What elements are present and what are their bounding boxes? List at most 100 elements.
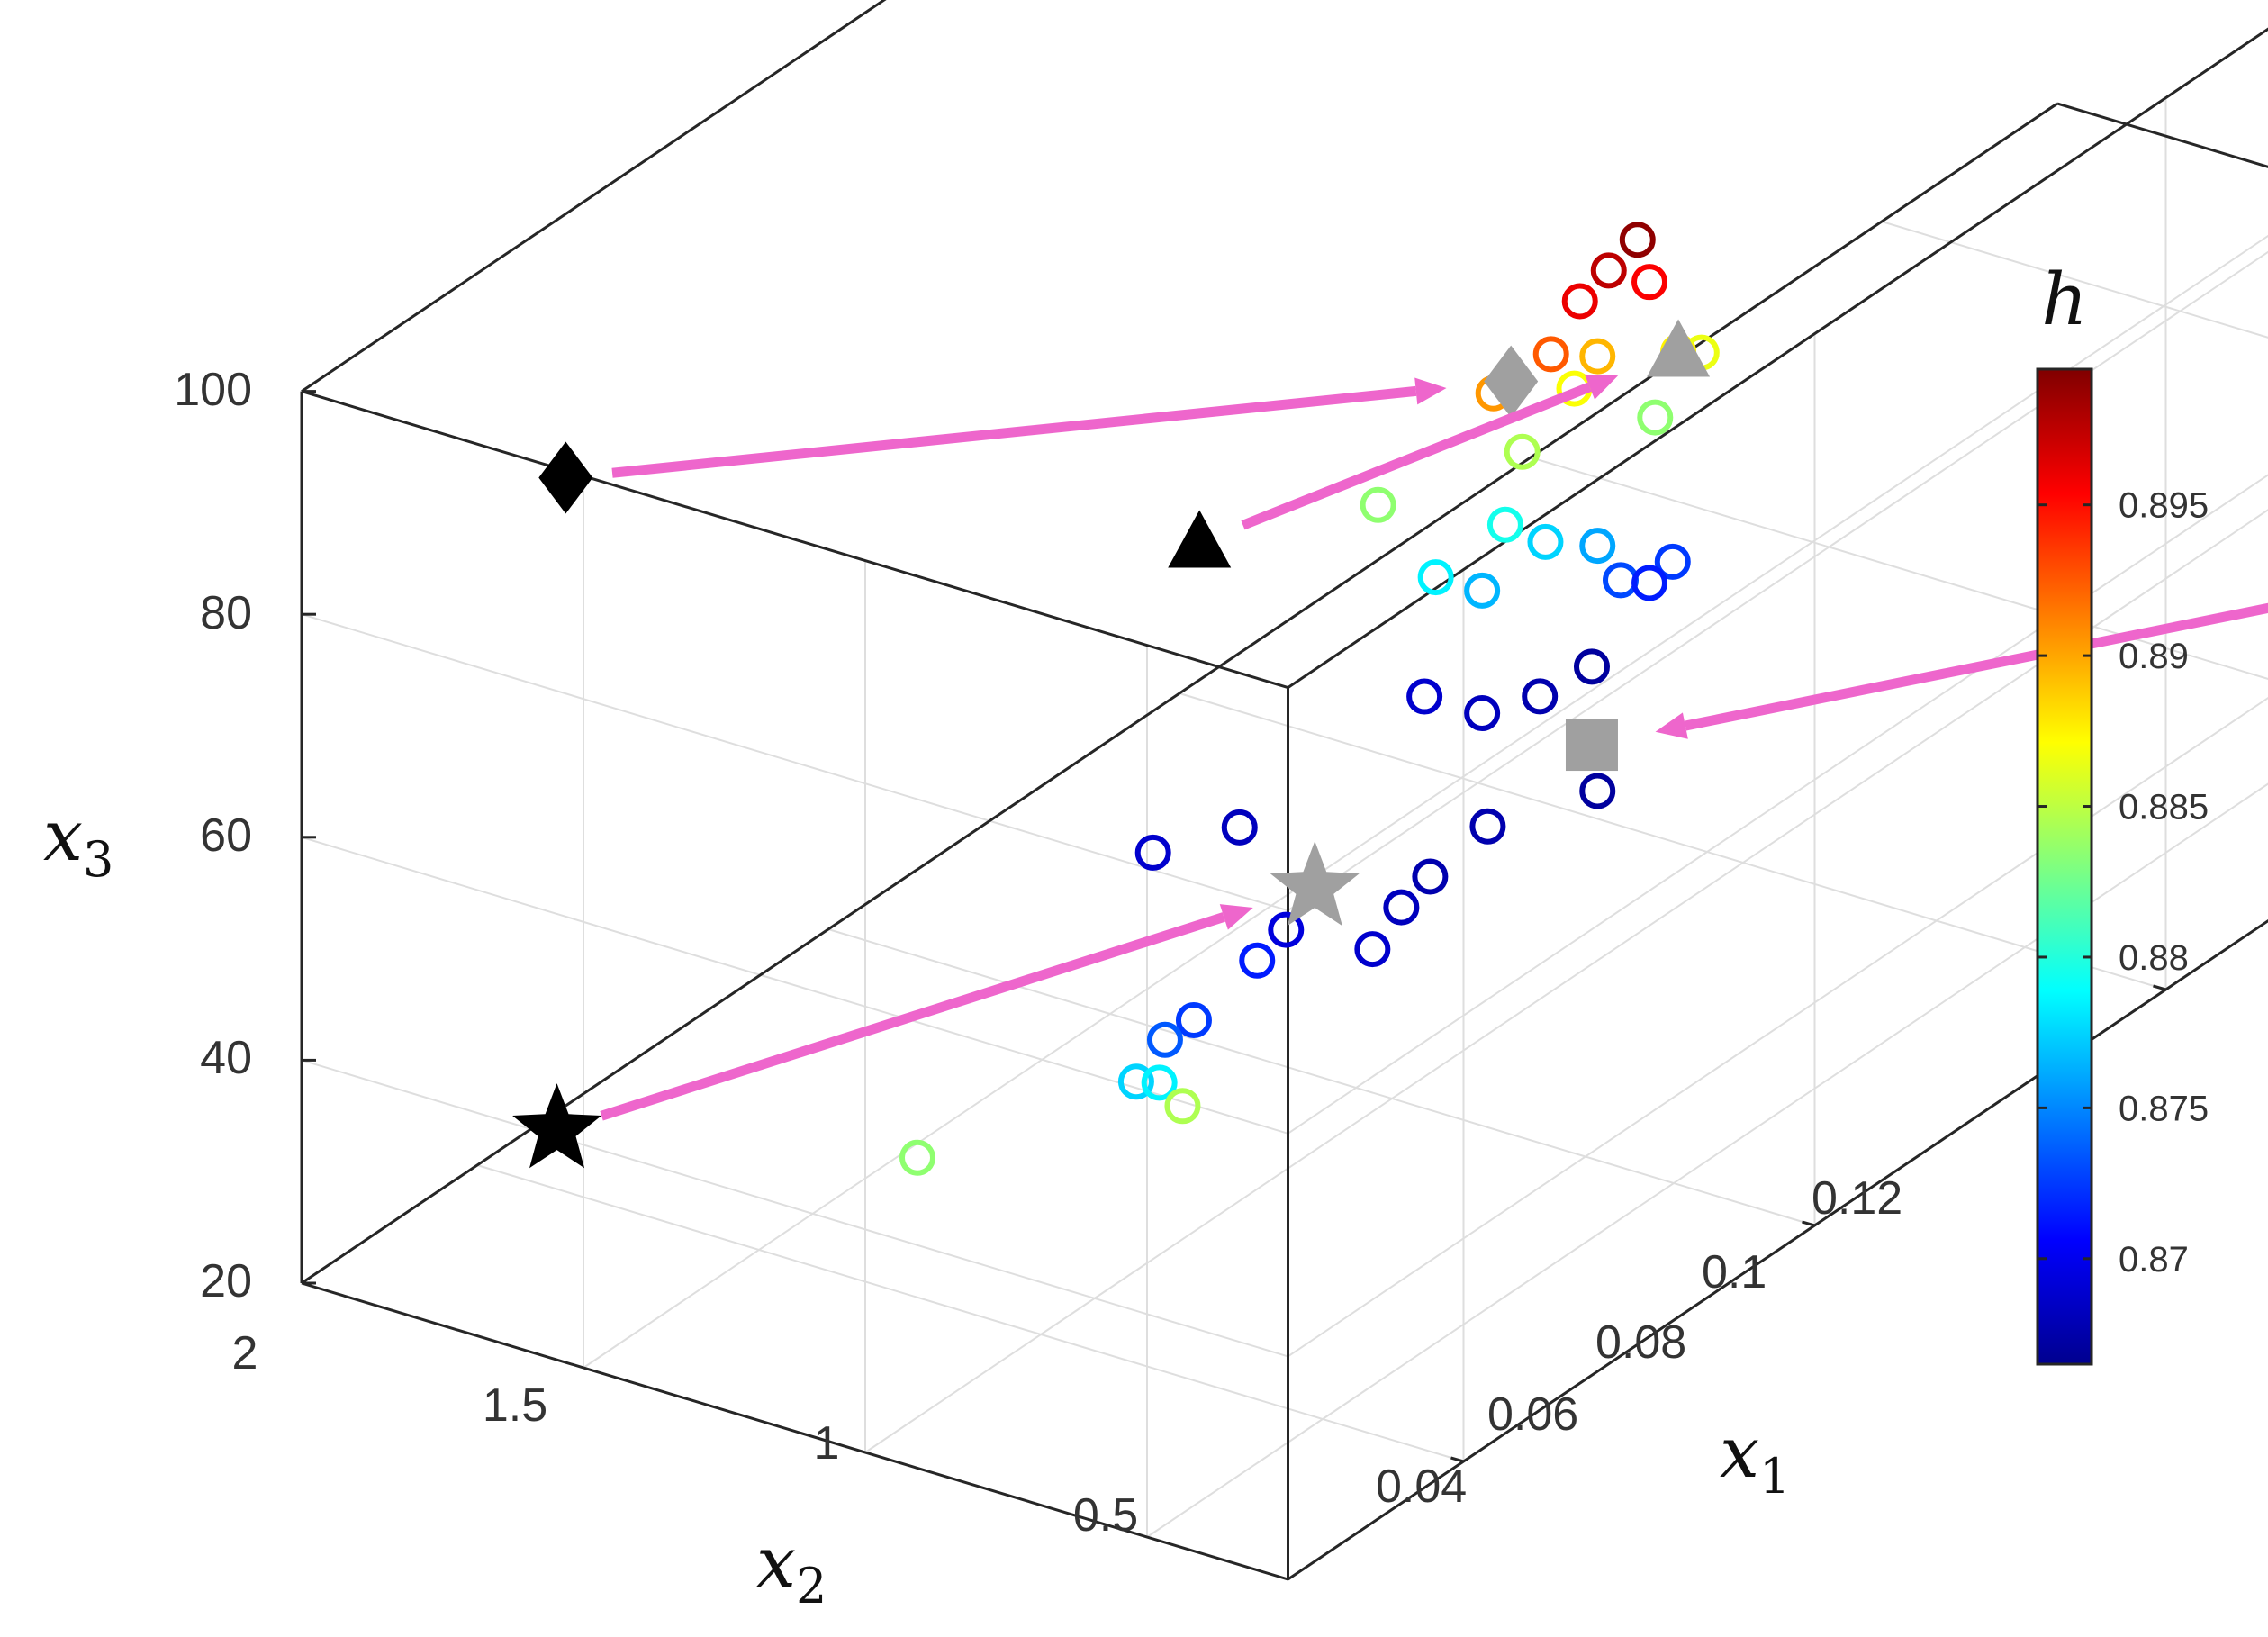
grid-line <box>827 928 1815 1226</box>
triangle-marker-end <box>1647 319 1711 377</box>
box-edge <box>2056 102 2268 168</box>
arrows <box>600 374 2268 1121</box>
triangle-marker-start <box>1168 510 1232 568</box>
data-point <box>1619 222 1656 258</box>
grid-line <box>1146 782 2268 1538</box>
grid-line <box>1530 457 2268 681</box>
tick-x2-2: 1.5 <box>483 1379 547 1432</box>
grid-line <box>301 836 1288 1135</box>
tick-mark <box>1802 1220 1815 1227</box>
data-point <box>1354 931 1391 968</box>
grid-back-planes <box>301 97 2268 1538</box>
box-edge <box>301 1281 1288 1581</box>
data-point <box>1631 565 1668 601</box>
data-points <box>899 222 1720 1176</box>
grid-line <box>476 1164 1464 1462</box>
data-point <box>1561 283 1598 320</box>
grid-line <box>1287 474 2268 1135</box>
special-markers <box>512 319 1711 1169</box>
arrow-head <box>1414 377 1447 405</box>
arrow-head <box>1219 904 1253 930</box>
data-point <box>1579 528 1616 565</box>
data-point <box>1590 252 1627 289</box>
box-edge <box>1287 27 2268 689</box>
data-point <box>1637 399 1674 436</box>
data-point <box>1504 433 1541 470</box>
data-point <box>1464 695 1501 732</box>
grid-line <box>864 509 2268 1453</box>
colorbar-tick-label: 0.89 <box>2119 637 2189 676</box>
tick-x3-4: 100 <box>174 364 252 416</box>
data-point <box>1164 1088 1201 1125</box>
colorbar-tick-label: 0.885 <box>2119 788 2209 828</box>
colorbar-tick-label: 0.875 <box>2119 1089 2209 1128</box>
data-point <box>1141 1064 1178 1101</box>
data-point <box>1527 523 1564 560</box>
colorbar-tick-label: 0.88 <box>2119 938 2189 978</box>
tick-x3-1: 40 <box>200 1032 252 1084</box>
tick-x1-1: 0.06 <box>1487 1388 1578 1441</box>
tick-x1-4: 0.12 <box>1812 1172 1902 1225</box>
grid-line <box>1287 250 2268 912</box>
axis-label-x3: x3 <box>43 796 113 888</box>
axis-label-x2: x2 <box>756 1523 827 1614</box>
axis-label-x1: x1 <box>1720 1413 1790 1505</box>
diamond-marker-start <box>538 441 593 514</box>
grid-line <box>583 234 2268 1369</box>
box-edge <box>301 390 1288 690</box>
data-point <box>1532 336 1569 373</box>
tick-x2-1: 1 <box>814 1417 840 1470</box>
data-point <box>1268 911 1305 948</box>
data-point <box>1360 486 1396 523</box>
grid-line <box>1179 692 2166 990</box>
grid-line <box>1287 696 2268 1358</box>
tick-x3-2: 60 <box>200 809 252 862</box>
data-point <box>1239 942 1276 979</box>
data-point <box>1522 678 1559 715</box>
arrow-shaft <box>611 385 1417 478</box>
tick-x2-3: 2 <box>232 1327 258 1379</box>
data-point <box>1221 809 1258 846</box>
tick-mark <box>2046 102 2058 113</box>
data-point <box>1417 559 1454 596</box>
data-point <box>1486 506 1523 543</box>
colorbar-title: h <box>2041 258 2088 341</box>
grid-line <box>301 613 1288 912</box>
data-point <box>1383 889 1420 926</box>
colorbar-gradient <box>2036 367 2093 1366</box>
colorbar: 0.87 0.875 0.88 0.885 0.89 0.895 h <box>2036 258 2209 1366</box>
data-point <box>1134 834 1171 871</box>
star-marker-end <box>1270 841 1360 927</box>
tick-mark <box>1450 1456 1464 1463</box>
arrow-shaft <box>1241 382 1592 530</box>
tick-x1-3: 0.1 <box>1702 1246 1767 1298</box>
data-point <box>1579 338 1616 375</box>
box-edge <box>1287 918 2268 1581</box>
data-point <box>1573 648 1610 685</box>
diamond-marker-end <box>1484 345 1539 418</box>
arrow-head <box>1655 712 1688 739</box>
data-point <box>1631 264 1668 301</box>
tick-x3-3: 80 <box>200 587 252 639</box>
data-point <box>1469 808 1506 845</box>
tick-x3-0: 20 <box>200 1255 252 1307</box>
data-point <box>1412 858 1449 895</box>
tick-x2-0: 0.5 <box>1073 1489 1138 1542</box>
data-point <box>1175 1002 1212 1039</box>
data-point <box>1603 562 1639 599</box>
tick-mark <box>2153 984 2166 991</box>
data-point <box>899 1139 935 1176</box>
arrow-shaft <box>1684 602 2268 731</box>
tick-x1-0: 0.04 <box>1376 1461 1467 1513</box>
arrow-shaft <box>600 912 1226 1121</box>
square-marker-end <box>1565 719 1618 772</box>
tick-x1-2: 0.08 <box>1595 1316 1686 1369</box>
box-edge <box>301 102 2058 1285</box>
grid-line <box>301 1059 1288 1358</box>
arrow-head <box>1585 374 1619 400</box>
data-point <box>1464 572 1501 609</box>
data-point <box>1117 1063 1154 1100</box>
data-point <box>1406 678 1443 715</box>
star-marker-start <box>512 1083 601 1169</box>
